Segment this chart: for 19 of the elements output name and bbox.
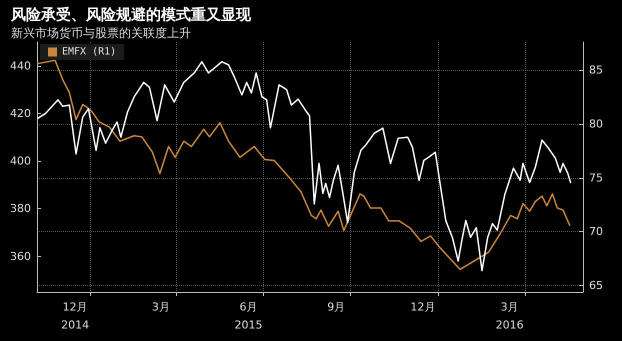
y2-tick-label: 85: [589, 64, 603, 77]
legend-label: EMFX (R1): [62, 46, 116, 58]
y-tick-label: 360: [10, 250, 31, 263]
x-tick-label: 3月: [152, 300, 170, 314]
y-tick-label: 440: [10, 59, 31, 72]
y2-tick-label: 75: [589, 171, 603, 184]
y2-tick-label: 80: [589, 117, 603, 130]
x-tick-label: 12月: [410, 300, 436, 314]
x-tick-label: 9月: [327, 300, 346, 314]
y2-tick-label: 65: [589, 279, 603, 292]
x-tick-label: 6月 2015: [234, 300, 263, 332]
y-tick-label: 400: [10, 154, 31, 168]
x-tick-label: 12月 2014: [61, 300, 90, 332]
chart-subtitle: 新兴市场货币与股票的关联度上升: [11, 26, 191, 40]
y-tick-label: 420: [10, 106, 31, 120]
y2-tick-label: 70: [589, 225, 603, 238]
x-tick-label: 3月 2016: [496, 300, 524, 332]
y-tick-label: 380: [10, 202, 31, 216]
chart-title: 风险承受、风险规避的模式重又显现: [10, 6, 252, 24]
